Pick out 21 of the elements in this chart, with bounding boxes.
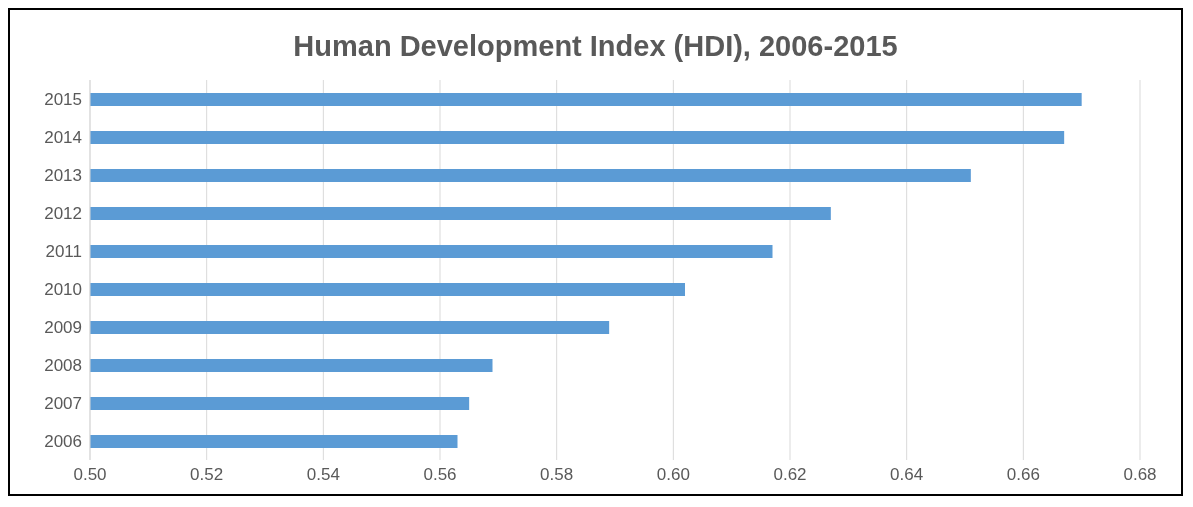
y-tick-label: 2012 [44,204,82,224]
y-tick-label: 2015 [44,90,82,110]
y-tick-label: 2013 [44,166,82,186]
y-tick-label: 2010 [44,280,82,300]
x-tick-label: 0.62 [773,465,807,485]
x-tick-label: 0.60 [656,465,690,485]
x-tick-label: 0.68 [1123,465,1157,485]
x-tick-label: 0.64 [890,465,924,485]
x-tick-label: 0.54 [306,465,340,485]
y-tick-label: 2011 [45,242,82,262]
chart-title: Human Development Index (HDI), 2006-2015 [292,30,899,63]
y-tick-label: 2008 [44,356,82,376]
y-tick-label: 2007 [44,394,82,414]
x-tick-label: 0.56 [423,465,457,485]
y-tick-label: 2006 [44,432,82,452]
y-tick-label: 2009 [44,318,82,338]
x-tick-label: 0.50 [73,465,107,485]
x-tick-label: 0.52 [190,465,224,485]
x-tick-label: 0.58 [540,465,574,485]
x-tick-label: 0.66 [1006,465,1040,485]
y-tick-label: 2014 [44,128,82,148]
